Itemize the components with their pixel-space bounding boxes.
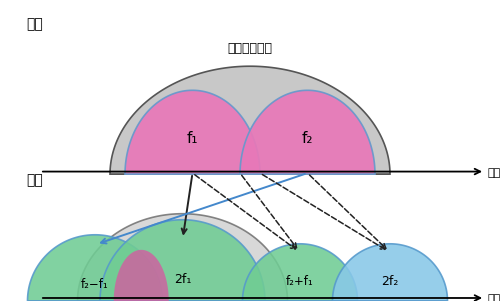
- Text: 2f₂: 2f₂: [382, 275, 398, 288]
- Text: f₁: f₁: [187, 131, 198, 146]
- Text: f₂+f₁: f₂+f₁: [286, 275, 314, 288]
- Polygon shape: [125, 90, 260, 175]
- Text: 送信: 送信: [26, 17, 44, 31]
- Polygon shape: [28, 235, 162, 301]
- Polygon shape: [78, 214, 288, 301]
- Text: 周波数: 周波数: [488, 168, 500, 178]
- Polygon shape: [100, 220, 265, 301]
- Text: 受信: 受信: [26, 174, 44, 188]
- Polygon shape: [114, 250, 168, 301]
- Text: f₂−f₁: f₂−f₁: [81, 278, 109, 291]
- Polygon shape: [240, 90, 375, 175]
- Polygon shape: [332, 244, 448, 301]
- Text: プローブ帯域: プローブ帯域: [228, 42, 272, 55]
- Text: 2f₁: 2f₁: [174, 273, 191, 287]
- Polygon shape: [110, 66, 390, 175]
- Text: 周波数: 周波数: [488, 294, 500, 301]
- Text: f₂: f₂: [302, 131, 313, 146]
- Polygon shape: [242, 244, 358, 301]
